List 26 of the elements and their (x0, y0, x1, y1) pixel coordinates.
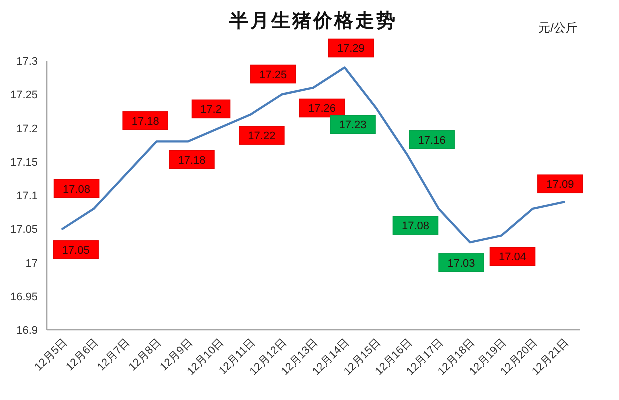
data-label: 17.23 (339, 120, 367, 132)
data-label: 17.08 (63, 184, 91, 196)
data-label: 17.09 (546, 179, 574, 192)
data-label: 17.16 (418, 134, 446, 147)
data-label: 17.29 (337, 43, 365, 56)
y-tick-label: 17.2 (16, 123, 38, 136)
y-tick-label: 17.3 (16, 56, 38, 68)
data-label: 17.08 (402, 220, 430, 233)
data-label: 17.25 (260, 69, 288, 82)
y-tick-label: 17.25 (10, 90, 38, 102)
y-tick-label: 17.05 (10, 224, 38, 236)
data-label: 17.2 (200, 104, 222, 116)
data-label: 17.04 (498, 252, 527, 264)
y-tick-label: 17.15 (10, 156, 38, 169)
y-tick-label: 17.1 (16, 190, 38, 202)
y-tick-label: 16.95 (10, 291, 38, 304)
chart-title: 半月生猪价格走势 (228, 10, 398, 32)
data-label: 17.26 (308, 103, 336, 116)
data-label: 17.22 (248, 130, 276, 143)
data-label: 17.18 (132, 116, 160, 128)
y-tick-label: 16.9 (16, 325, 38, 337)
y-tick-label: 17 (26, 258, 38, 270)
text: 元/公斤 (538, 21, 578, 35)
data-label: 17.03 (448, 258, 476, 270)
data-label: 17.05 (62, 244, 90, 257)
data-label: 17.18 (178, 154, 206, 167)
